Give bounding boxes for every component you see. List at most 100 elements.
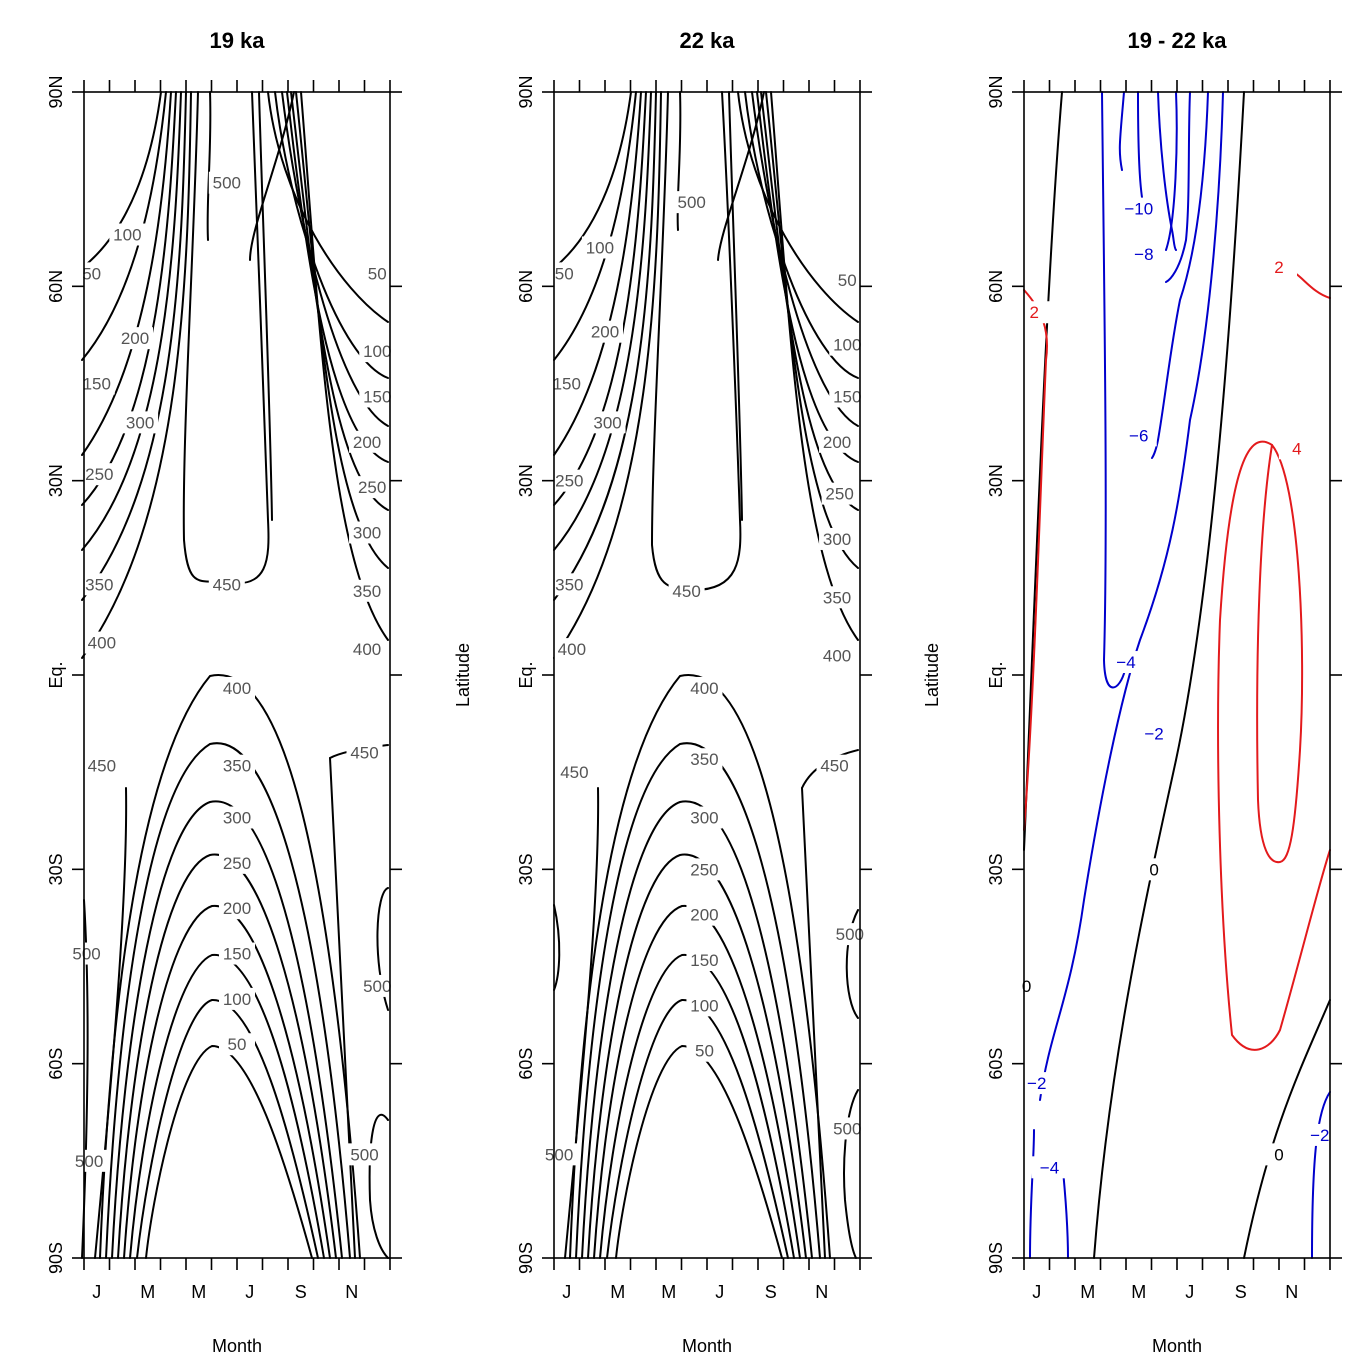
contour-label-text: 150: [690, 951, 718, 970]
contour-label: 250: [354, 476, 391, 499]
contour-label: −10: [1120, 197, 1157, 220]
contour-label: 400: [83, 631, 120, 654]
contour-label-text: −10: [1124, 200, 1153, 219]
contour-label-bg: [81, 573, 118, 596]
contour-label-bg: [219, 851, 255, 874]
y-tick-label: 30S: [986, 853, 1006, 885]
contour-label-text: 250: [85, 465, 113, 484]
contour-label-bg: [83, 754, 120, 777]
contour-label-bg: [1031, 1156, 1068, 1179]
contour-label-text: 450: [560, 763, 588, 782]
y-axis-label: Latitude: [922, 643, 942, 707]
contour-label: 50: [73, 262, 110, 285]
panel-22ka: 50 50 50 100 100 100 150 150 150 200 200 200 250 250 2…: [453, 28, 872, 1356]
contour-label: 500: [541, 1143, 578, 1166]
contour-label: 350: [81, 573, 118, 596]
contour-label-bg: [359, 385, 396, 408]
contour-label: −2: [1136, 722, 1173, 745]
contour-label-text: 150: [83, 375, 111, 394]
contour-label-bg: [829, 385, 866, 408]
contour-label-bg: [1120, 424, 1157, 447]
contour-label-text: 50: [555, 264, 574, 283]
panel-title: 19 - 22 ka: [1127, 28, 1227, 53]
contour-label-text: 0: [1022, 977, 1031, 996]
contour-label-bg: [208, 171, 245, 194]
y-tick-label: 60N: [516, 270, 536, 303]
contour-label-bg: [346, 1143, 383, 1166]
contour-label: 300: [819, 527, 856, 550]
contour-label-bg: [1261, 1143, 1297, 1166]
contour-label: 300: [219, 806, 255, 829]
contour-label-bg: [349, 521, 386, 544]
contour-label-bg: [1018, 1072, 1055, 1095]
contour-label: 100: [219, 987, 255, 1010]
contour-label-text: 450: [672, 582, 700, 601]
contour-label: 500: [359, 974, 396, 997]
contour-label-bg: [349, 579, 386, 602]
contour-label-bg: [1136, 858, 1173, 881]
contour-label: 2: [1261, 255, 1297, 278]
x-tick-label: M: [1080, 1282, 1095, 1302]
contour-label-bg: [1278, 437, 1315, 460]
contour-label: 0: [1136, 858, 1173, 881]
contour-label-bg: [829, 333, 866, 356]
contour-label-bg: [81, 463, 118, 486]
contour-label-text: −2: [1310, 1126, 1329, 1145]
contour-labels: 2 2 4 0 0 0 −2 −2 −2 −4 −4 −6 −8 −10: [1008, 197, 1338, 1179]
contour-label-text: 100: [223, 990, 251, 1009]
contour-label-text: 100: [833, 336, 861, 355]
contour-label-bg: [219, 942, 255, 965]
contour-label: 400: [819, 644, 856, 667]
y-tick-label: 30N: [986, 464, 1006, 497]
contour-label: 300: [589, 411, 626, 434]
contour-label: 450: [556, 761, 593, 784]
contour-label-text: 350: [690, 750, 718, 769]
contour-label: 400: [349, 638, 386, 661]
axis-ticks: [72, 80, 402, 1270]
contour-label: 50: [829, 268, 866, 291]
contour-label: 300: [122, 411, 159, 434]
contour-label-text: −4: [1040, 1158, 1059, 1177]
x-tick-label: J: [715, 1282, 724, 1302]
x-axis-label: Month: [1152, 1336, 1202, 1356]
y-tick-label: 30S: [516, 853, 536, 885]
contour-label-text: 250: [358, 478, 386, 497]
y-tick-label: 60N: [986, 270, 1006, 303]
contour-label: 450: [816, 754, 853, 777]
contour-label: 500: [71, 1149, 108, 1172]
contour-label: 350: [819, 586, 856, 609]
contour-label-bg: [686, 1039, 723, 1062]
contour-label: 100: [686, 994, 723, 1017]
contour-label-bg: [1125, 242, 1162, 265]
contour-label-bg: [208, 573, 245, 596]
contour-label: 200: [117, 327, 153, 350]
contour-label-text: 400: [690, 679, 718, 698]
contour-label-bg: [686, 806, 723, 829]
contour-label-bg: [359, 262, 396, 285]
contour-label-text: 450: [350, 744, 378, 763]
x-tick-label: S: [295, 1282, 307, 1302]
contour-label-text: 50: [228, 1035, 247, 1054]
contour-label-bg: [359, 340, 396, 363]
x-tick-label: S: [765, 1282, 777, 1302]
contour-label-bg: [1136, 722, 1173, 745]
contour-label: 100: [109, 223, 146, 246]
y-tick-label: 90N: [46, 75, 66, 108]
contour-label: 150: [548, 372, 585, 395]
contour-label: 250: [81, 463, 118, 486]
contour-label: 250: [821, 482, 858, 505]
contour-label: 2: [1016, 301, 1053, 324]
contour-label-bg: [553, 638, 590, 661]
contour-label-text: 150: [833, 387, 861, 406]
contour-label-bg: [829, 1117, 866, 1140]
contour-label-text: 400: [823, 647, 851, 666]
contour-label-bg: [219, 897, 255, 920]
y-axis-label: Latitude: [453, 643, 473, 707]
contour-label-bg: [1301, 1123, 1338, 1146]
contour-label: 100: [359, 340, 396, 363]
contour-label: 400: [686, 676, 723, 699]
contour-label-bg: [541, 1143, 578, 1166]
contour-label-text: 100: [690, 996, 718, 1015]
